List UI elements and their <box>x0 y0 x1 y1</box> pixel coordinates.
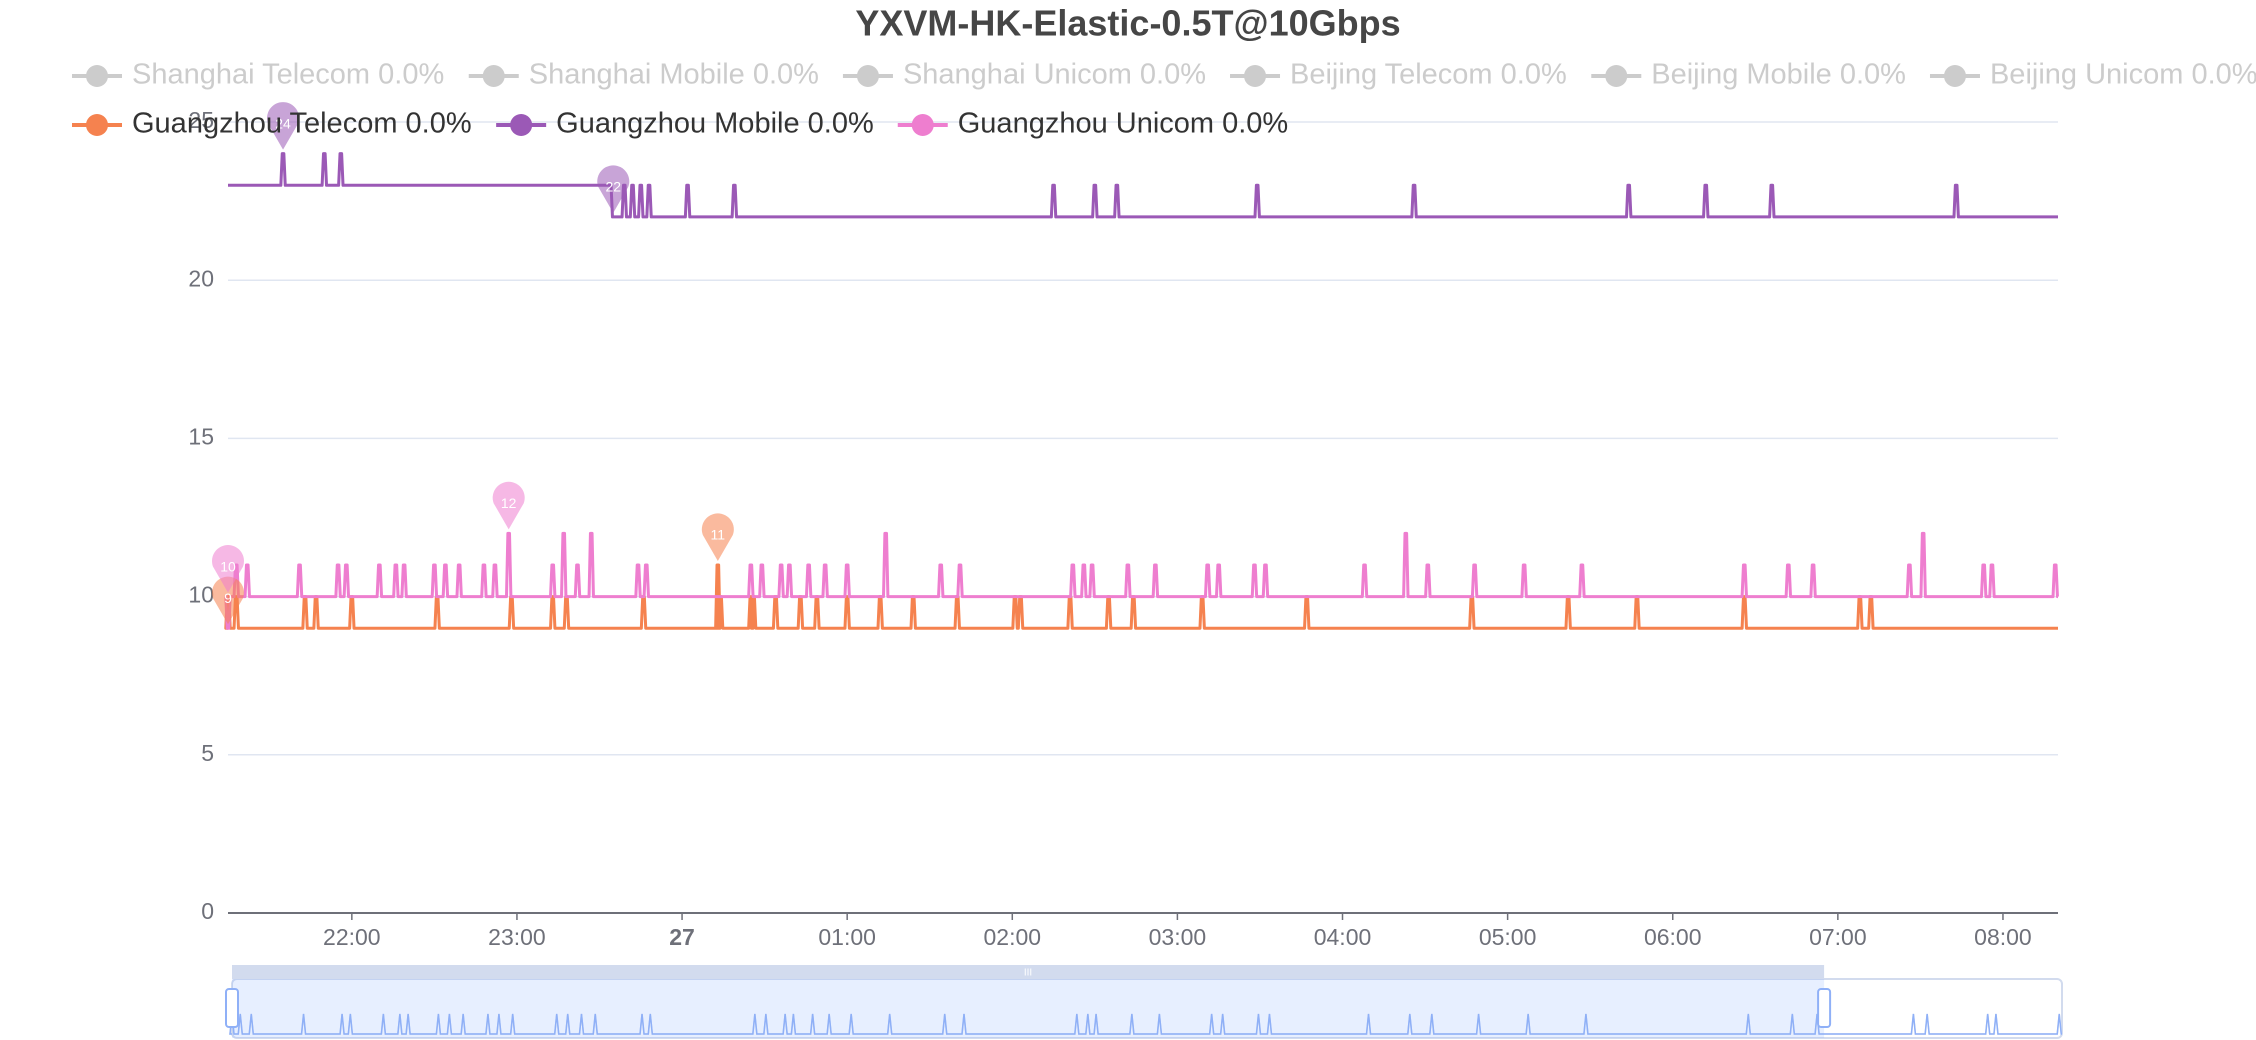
legend-label: Shanghai Unicom 0.0% <box>903 59 1206 91</box>
y-axis: 0 5 10 15 20 25 <box>188 107 214 924</box>
data-zoom-slider[interactable]: III <box>225 965 2063 1039</box>
legend-marker-icon <box>1943 65 1966 87</box>
legend-marker-icon <box>1244 65 1267 87</box>
legend-item[interactable]: Guangzhou Telecom 0.0% <box>72 108 472 140</box>
annotation-pins: 9 11 24 22 10 12 <box>212 102 734 625</box>
value-pin-label: 12 <box>501 495 517 511</box>
y-tick-label: 10 <box>188 582 214 608</box>
series-line <box>228 152 2058 219</box>
legend-label: Shanghai Mobile 0.0% <box>529 59 819 91</box>
value-pin-label: 24 <box>275 115 291 131</box>
y-tick-label: 0 <box>201 898 214 924</box>
value-pin-label: 22 <box>605 179 621 195</box>
value-pin <box>492 481 525 530</box>
x-tick-label: 23:00 <box>488 924 546 950</box>
legend-marker-icon <box>856 65 879 87</box>
legend-marker-icon <box>86 65 108 87</box>
legend-marker-icon <box>482 65 505 87</box>
value-pin <box>212 545 244 593</box>
series-lines <box>224 152 2059 630</box>
legend-label: Beijing Telecom 0.0% <box>1290 59 1567 91</box>
x-tick-label: 05:00 <box>1479 924 1537 950</box>
legend-label: Guangzhou Unicom 0.0% <box>958 108 1288 140</box>
zoom-selection[interactable] <box>232 979 1825 1038</box>
legend-marker-icon <box>911 114 934 136</box>
value-pin-label: 11 <box>711 527 726 543</box>
series-line <box>224 531 2059 630</box>
legend-marker-icon <box>1605 65 1628 87</box>
legend-label: Guangzhou Mobile 0.0% <box>556 108 874 140</box>
value-pin <box>701 513 734 561</box>
legend-marker-icon <box>86 114 108 136</box>
x-tick-label: 01:00 <box>818 924 876 950</box>
chart-title: YXVM-HK-Elastic-0.5T@10Gbps <box>855 3 1400 44</box>
legend-item[interactable]: Guangzhou Mobile 0.0% <box>496 108 874 140</box>
legend-item[interactable]: Beijing Unicom 0.0% <box>1929 59 2256 91</box>
legend-item[interactable]: Shanghai Mobile 0.0% <box>468 59 819 91</box>
y-tick-label: 15 <box>188 423 214 449</box>
x-tick-label: 08:00 <box>1974 924 2032 950</box>
x-tick-label: 03:00 <box>1149 924 1207 950</box>
x-tick-label: 06:00 <box>1644 924 1702 950</box>
y-tick-label: 25 <box>188 107 214 133</box>
value-pin <box>212 576 244 625</box>
zoom-left-handle[interactable] <box>225 988 239 1028</box>
x-tick-label: 22:00 <box>323 924 381 950</box>
legend-marker-icon <box>510 114 533 136</box>
value-pin <box>267 102 300 150</box>
x-tick-label: 04:00 <box>1314 924 1372 950</box>
x-axis: 22:00 23:00 27 01:00 02:00 03:00 04:00 05:00 06:… <box>323 913 2032 950</box>
legend-item[interactable]: Beijing Mobile 0.0% <box>1591 59 1906 91</box>
x-tick-label: 07:00 <box>1809 924 1867 950</box>
legend-label: Shanghai Telecom 0.0% <box>132 59 444 91</box>
legend[interactable]: Shanghai Telecom 0.0% Shanghai Mobile 0.0… <box>72 59 2256 140</box>
legend-label: Beijing Mobile 0.0% <box>1651 59 1906 91</box>
zoom-selected-preview-line <box>229 1013 2062 1035</box>
legend-label: Beijing Unicom 0.0% <box>1990 59 2256 91</box>
legend-item[interactable]: Shanghai Telecom 0.0% <box>72 59 444 91</box>
legend-item[interactable]: Beijing Telecom 0.0% <box>1230 59 1567 91</box>
y-tick-label: 20 <box>188 265 214 291</box>
value-pin <box>597 165 630 213</box>
zoom-right-handle[interactable] <box>1817 988 1832 1028</box>
value-pin-label: 9 <box>224 590 232 606</box>
legend-label: Guangzhou Telecom 0.0% <box>132 108 472 140</box>
zoom-move-bar[interactable] <box>232 965 1825 979</box>
y-tick-label: 5 <box>201 740 214 766</box>
x-tick-label: 02:00 <box>984 924 1042 950</box>
value-pin-label: 10 <box>220 558 236 574</box>
x-tick-label: 27 <box>669 924 695 950</box>
legend-item[interactable]: Shanghai Unicom 0.0% <box>842 59 1206 91</box>
zoom-move-handle-icon[interactable]: III <box>1024 968 1032 979</box>
legend-item[interactable]: Guangzhou Unicom 0.0% <box>897 108 1288 140</box>
